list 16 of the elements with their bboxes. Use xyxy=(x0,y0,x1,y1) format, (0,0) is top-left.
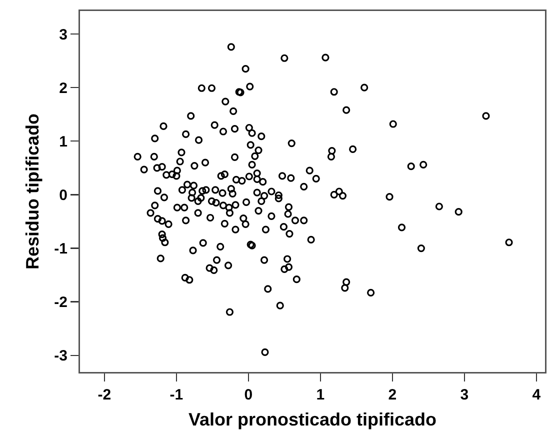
y-tick-label: -1 xyxy=(54,240,68,258)
y-tick-label: 0 xyxy=(59,186,68,204)
y-tick-label: 3 xyxy=(59,26,68,44)
y-tick-label: -2 xyxy=(54,294,68,312)
x-tick-label: -1 xyxy=(170,386,184,404)
x-tick-label: 3 xyxy=(460,386,469,404)
y-tick-label: 2 xyxy=(59,80,68,97)
x-tick-label: 1 xyxy=(316,386,325,404)
y-tick-label: -3 xyxy=(54,348,68,365)
x-tick-label: 4 xyxy=(532,386,542,404)
x-tick-label: -2 xyxy=(98,386,112,404)
x-tick-label: 2 xyxy=(388,386,397,404)
x-axis-title: Valor pronosticado tipificado xyxy=(188,409,437,430)
y-tick-label: 1 xyxy=(59,133,68,150)
x-tick-label: 0 xyxy=(244,386,253,404)
y-axis-title: Residuo tipificado xyxy=(22,113,43,270)
